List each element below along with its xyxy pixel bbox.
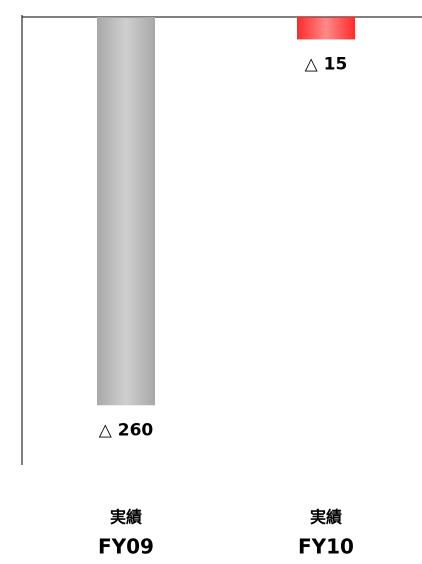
category-label: FY10 [298, 535, 354, 559]
bar [97, 17, 155, 406]
category-label: 実績 [110, 508, 142, 527]
value-label: △ 15 [305, 54, 348, 74]
category-label: FY09 [98, 535, 154, 559]
category-label: 実績 [310, 508, 342, 527]
bar [297, 17, 355, 40]
value-label: △ 260 [99, 420, 154, 440]
